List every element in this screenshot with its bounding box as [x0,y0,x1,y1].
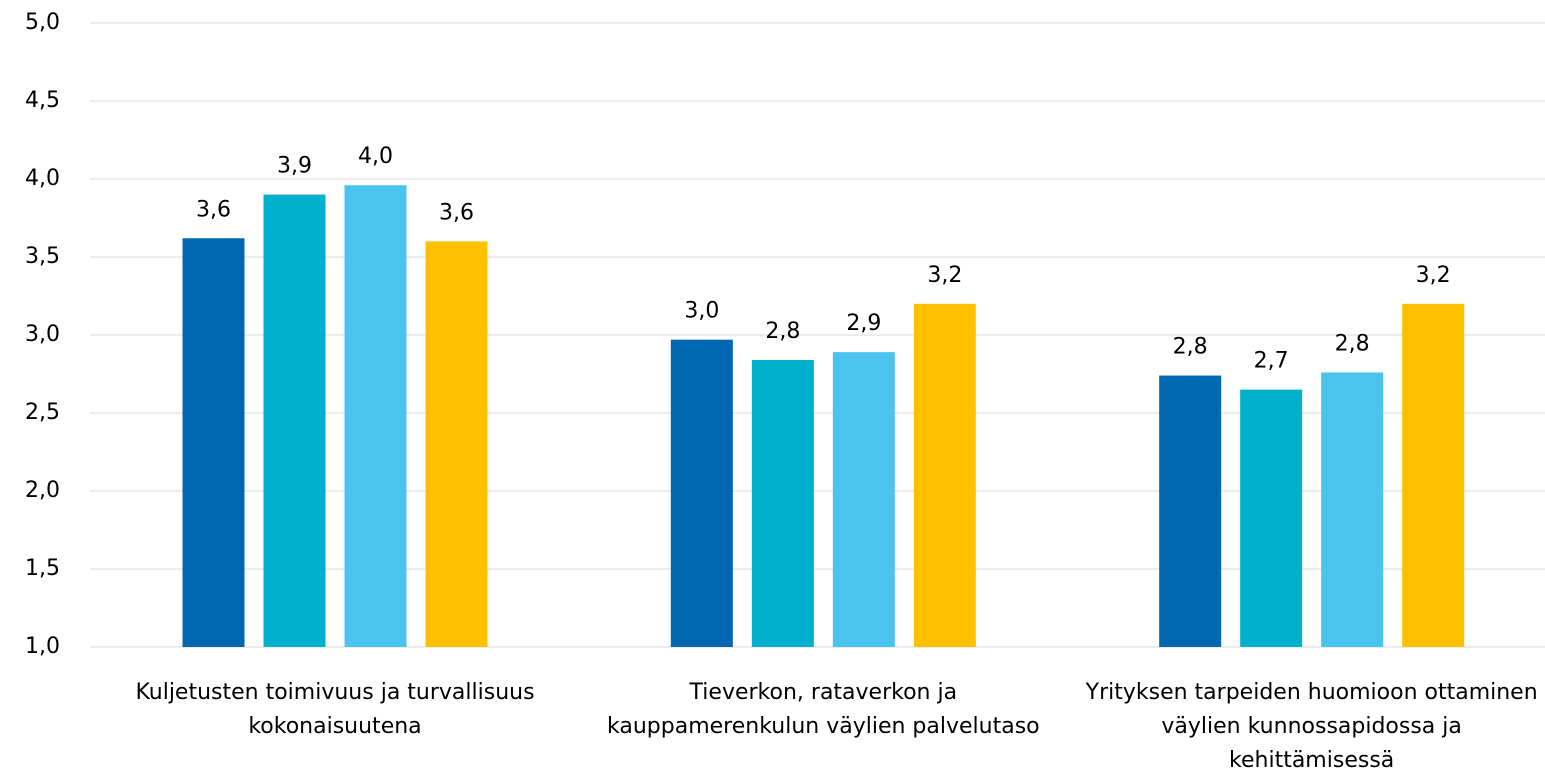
data-label: 3,9 [277,154,312,179]
bar [182,238,245,647]
bar [1321,372,1384,647]
data-label: 2,8 [1335,331,1370,356]
x-tick-label: Kuljetusten toimivuus ja turvallisuus ko… [135,680,535,739]
bar [1159,375,1222,647]
x-tick-label: Yrityksen tarpeiden huomioon ottaminen v… [1085,680,1538,773]
y-tick-label: 5,0 [25,10,60,35]
bar [425,241,488,647]
bar [913,303,976,647]
bar [344,185,407,648]
data-label: 2,7 [1254,349,1289,374]
data-label: 3,6 [439,200,474,225]
data-label: 4,0 [358,144,393,169]
data-label: 2,8 [765,319,800,344]
y-tick-label: 3,5 [25,244,60,269]
data-label: 3,0 [684,299,719,324]
bar [832,352,895,647]
y-tick-label: 2,0 [25,478,60,503]
y-tick-label: 1,0 [25,634,60,659]
y-tick-label: 3,0 [25,322,60,347]
data-label: 3,2 [927,263,962,288]
bar [1402,303,1465,647]
data-label: 3,6 [196,197,231,222]
x-tick-label: Tieverkon, rataverkon ja kauppamerenkulu… [607,680,1040,739]
data-label: 2,9 [846,311,881,336]
data-label: 2,8 [1173,335,1208,360]
bar [751,359,814,647]
y-tick-label: 4,0 [25,166,60,191]
bar [670,339,733,647]
y-tick-label: 4,5 [25,88,60,113]
bar [1240,389,1303,647]
y-tick-label: 2,5 [25,400,60,425]
y-tick-label: 1,5 [25,556,60,581]
bar [263,194,326,647]
data-label: 3,2 [1416,263,1451,288]
